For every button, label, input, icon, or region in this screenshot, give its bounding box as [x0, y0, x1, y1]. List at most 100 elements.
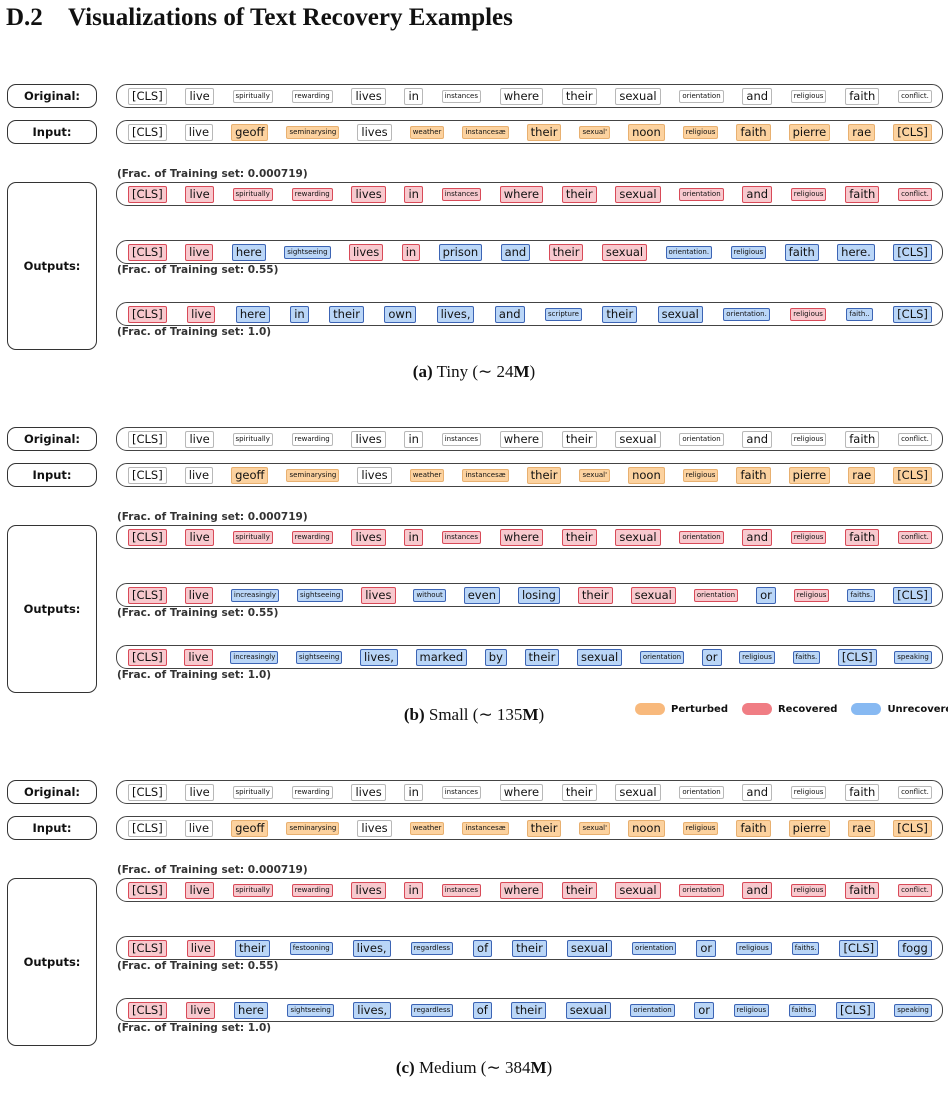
token: live — [185, 783, 214, 801]
token: their — [524, 648, 560, 666]
input-row: [CLS] live geoff seminarysing lives weather in… — [116, 463, 943, 487]
output-row: [CLS] live their festooning lives, regardless… — [116, 936, 943, 960]
token: festooning — [289, 941, 333, 955]
token: [CLS] — [128, 586, 167, 604]
token: their — [234, 939, 270, 957]
token: their — [561, 87, 597, 105]
training-fraction-label: (Frac. of Training set: 0.55) — [117, 264, 279, 276]
token: [CLS] — [893, 466, 932, 484]
token: live — [185, 185, 214, 203]
token: regardless — [410, 941, 454, 955]
token: and — [742, 881, 773, 899]
token: religious — [682, 125, 719, 139]
token: sightseeing — [284, 245, 331, 259]
token: lives — [351, 528, 386, 546]
token: their — [548, 243, 584, 261]
token: lives — [357, 819, 392, 837]
token: faith — [845, 783, 880, 801]
token: here. — [837, 243, 875, 261]
token: weather — [409, 125, 445, 139]
token: sexual — [601, 243, 648, 261]
token: sightseeing — [296, 650, 343, 664]
token: increasingly — [230, 650, 279, 664]
outputs-label: Outputs: — [7, 182, 97, 350]
caption-close: ) — [546, 1058, 553, 1077]
token: in — [404, 185, 423, 203]
token: geoff — [231, 466, 269, 484]
token: orientation — [679, 432, 724, 446]
token: rewarding — [291, 187, 333, 201]
token: their — [511, 1001, 547, 1019]
input-label: Input: — [7, 463, 97, 487]
token: lives — [351, 185, 386, 203]
caption-unit: M — [530, 1058, 547, 1077]
token: instances — [441, 785, 482, 799]
token: fogg — [898, 939, 932, 957]
token: their — [602, 305, 638, 323]
token: religious — [790, 307, 826, 321]
token: prison — [438, 243, 483, 261]
token: in — [404, 430, 423, 448]
token: and — [494, 305, 525, 323]
token: and — [742, 528, 773, 546]
token: sexual — [565, 1001, 611, 1019]
token: sightseeing — [296, 588, 344, 602]
token: faith — [784, 243, 819, 261]
token: rewarding — [291, 432, 333, 446]
token: faiths. — [791, 941, 820, 955]
token: conflict. — [898, 187, 932, 201]
token: scripture — [545, 307, 582, 321]
token: religious — [730, 245, 767, 259]
token: live — [185, 430, 214, 448]
output-row: [CLS] live increasingly sightseeing lives wit… — [116, 583, 943, 607]
token: losing — [517, 586, 560, 604]
token: faith — [736, 819, 771, 837]
token: [CLS] — [128, 1001, 167, 1019]
output-row: [CLS] live spiritually rewarding lives in inst… — [116, 182, 943, 206]
token: sexual — [615, 185, 661, 203]
token: instancesæ — [462, 821, 509, 835]
token: rewarding — [291, 785, 333, 799]
token: or — [696, 939, 717, 957]
token: live — [185, 528, 214, 546]
token: instances — [441, 187, 482, 201]
token: their — [561, 430, 597, 448]
token: lives — [357, 123, 392, 141]
training-fraction-label: (Frac. of Training set: 0.000719) — [117, 864, 308, 876]
token: religious — [736, 941, 772, 955]
token: sexual — [630, 586, 676, 604]
output-row: [CLS] live here in their own lives, and scriptur… — [116, 302, 943, 326]
outputs-label: Outputs: — [7, 878, 97, 1046]
token: faith — [845, 528, 880, 546]
token: geoff — [231, 819, 269, 837]
token: orientation. — [723, 307, 770, 321]
token: [CLS] — [128, 466, 167, 484]
token: religious — [790, 187, 827, 201]
caption-letter: (b) — [403, 705, 425, 724]
token: instances — [441, 432, 482, 446]
output-row: [CLS] live here sightseeing lives, regardless… — [116, 998, 943, 1022]
token: [CLS] — [128, 783, 167, 801]
token: [CLS] — [128, 185, 167, 203]
token: orientation — [693, 588, 739, 602]
token: speaking — [894, 650, 932, 664]
token: rewarding — [291, 89, 333, 103]
caption-model-name: Small — [428, 705, 469, 724]
token: live — [184, 648, 213, 666]
token: [CLS] — [839, 939, 879, 957]
token: [CLS] — [128, 648, 167, 666]
token: instances — [441, 89, 482, 103]
token: live — [186, 939, 215, 957]
token: sexual' — [579, 125, 611, 139]
token: where — [499, 87, 544, 105]
input-label: Input: — [7, 816, 97, 840]
token: lives, — [436, 305, 475, 323]
token: sightseeing — [287, 1003, 334, 1017]
legend-label-recovered: Recovered — [777, 703, 838, 715]
token: live — [185, 881, 214, 899]
token: their — [577, 586, 613, 604]
token: live — [184, 586, 213, 604]
caption-model-name: Tiny — [436, 362, 469, 381]
panel-caption: (a) Tiny (∼ 24M) — [0, 362, 948, 382]
training-fraction-label: (Frac. of Training set: 0.000719) — [117, 511, 308, 523]
